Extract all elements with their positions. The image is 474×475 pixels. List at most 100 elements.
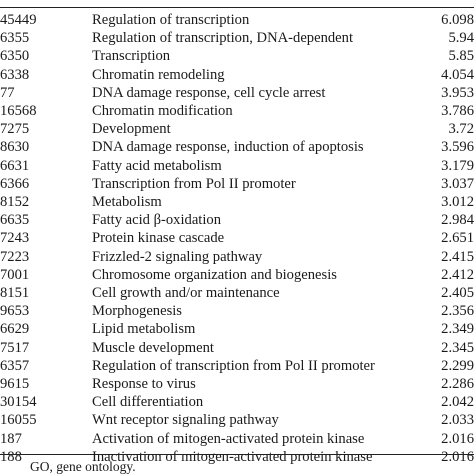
score-cell: 3.786	[441, 103, 474, 120]
go-term-cell: Muscle development	[92, 339, 214, 356]
go-id-cell: 6357	[0, 357, 30, 374]
table-row: 8151 Cell growth and/or maintenance 2.405	[0, 284, 474, 302]
go-id-cell: 6629	[0, 321, 30, 338]
table-row: 16568 Chromatin modification 3.786	[0, 102, 474, 120]
table-row: 7001 Chromosome organization and biogenes…	[0, 266, 474, 284]
table-row: 7223 Frizzled-2 signaling pathway 2.415	[0, 248, 474, 266]
go-id-cell: 30154	[0, 394, 37, 411]
go-id-cell: 16568	[0, 103, 37, 120]
go-table: 45449 Regulation of transcription 6.098 635…	[0, 11, 474, 466]
table-row: 8152 Metabolism 3.012	[0, 193, 474, 211]
table-row: 6631 Fatty acid metabolism 3.179	[0, 157, 474, 175]
table-row: 9615 Response to virus 2.286	[0, 375, 474, 393]
score-cell: 3.953	[441, 84, 474, 101]
go-id-cell: 8151	[0, 285, 30, 302]
table-row: 6629 Lipid metabolism 2.349	[0, 320, 474, 338]
go-term-cell: Response to virus	[92, 376, 196, 393]
table-row: 6338 Chromatin remodeling 4.054	[0, 66, 474, 84]
go-id-cell: 9653	[0, 303, 30, 320]
go-id-cell: 7223	[0, 248, 30, 265]
table-row: 16055 Wnt receptor signaling pathway 2.033	[0, 411, 474, 429]
table-row: 6355 Regulation of transcription, DNA-dep…	[0, 29, 474, 47]
table-row: 30154 Cell differentiation 2.042	[0, 393, 474, 411]
go-term-cell: Protein kinase cascade	[92, 230, 225, 247]
score-cell: 2.016	[441, 448, 474, 465]
table-row: 188 Inactivation of mitogen-activated pro…	[0, 448, 474, 466]
score-cell: 3.596	[441, 139, 474, 156]
go-id-cell: 7243	[0, 230, 30, 247]
score-cell: 2.415	[441, 248, 474, 265]
go-id-cell: 6338	[0, 66, 30, 83]
go-term-cell: Cell growth and/or maintenance	[92, 285, 280, 302]
go-term-cell: Transcription	[92, 48, 171, 65]
table-row: 6357 Regulation of transcription from Pol…	[0, 357, 474, 375]
go-term-cell: Regulation of transcription from Pol II …	[92, 357, 375, 374]
table-row: 9653 Morphogenesis 2.356	[0, 302, 474, 320]
go-id-cell: 7275	[0, 121, 30, 138]
score-cell: 6.098	[441, 12, 474, 28]
score-cell: 5.85	[448, 48, 474, 65]
score-cell: 3.037	[441, 175, 474, 192]
score-cell: 3.179	[441, 157, 474, 174]
score-cell: 2.356	[441, 303, 474, 320]
go-id-cell: 6631	[0, 157, 30, 174]
go-term-cell: Regulation of transcription, DNA-depende…	[92, 30, 353, 47]
table-row: 6366 Transcription from Pol II promoter 3.…	[0, 175, 474, 193]
table-row: 7517 Muscle development 2.345	[0, 339, 474, 357]
table-row: 7243 Protein kinase cascade 2.651	[0, 229, 474, 247]
go-id-cell: 6355	[0, 30, 30, 47]
table-row: 8630 DNA damage response, induction of ap…	[0, 138, 474, 156]
score-cell: 5.94	[448, 30, 474, 47]
score-cell: 2.299	[441, 357, 474, 374]
go-id-cell: 187	[0, 430, 22, 447]
go-term-cell: DNA damage response, induction of apopto…	[92, 139, 364, 156]
go-term-cell: Fatty acid metabolism	[92, 157, 222, 174]
go-term-cell: Wnt receptor signaling pathway	[92, 412, 279, 429]
go-term-cell: Morphogenesis	[92, 303, 182, 320]
go-term-cell: Activation of mitogen-activated protein …	[92, 430, 365, 447]
score-cell: 2.349	[441, 321, 474, 338]
table-row: 187 Activation of mitogen-activated prote…	[0, 430, 474, 448]
go-term-cell: Chromatin modification	[92, 103, 233, 120]
table-bottom-rule	[0, 454, 474, 455]
go-id-cell: 6366	[0, 175, 30, 192]
go-term-cell: Regulation of transcription	[92, 12, 250, 28]
score-cell: 2.033	[441, 412, 474, 429]
score-cell: 4.054	[441, 66, 474, 83]
score-cell: 2.412	[441, 266, 474, 283]
go-term-cell: Fatty acid β-oxidation	[92, 212, 222, 229]
go-term-cell: Chromosome organization and biogenesis	[92, 266, 337, 283]
go-id-cell: 188	[0, 448, 22, 465]
go-id-cell: 7001	[0, 266, 30, 283]
go-term-cell: Lipid metabolism	[92, 321, 196, 338]
score-cell: 3.72	[448, 121, 474, 138]
table-row: 6635 Fatty acid β-oxidation 2.984	[0, 211, 474, 229]
score-cell: 3.012	[441, 194, 474, 211]
go-term-cell: Development	[92, 121, 171, 138]
go-id-cell: 9615	[0, 376, 30, 393]
score-cell: 2.405	[441, 285, 474, 302]
go-term-cell: Frizzled-2 signaling pathway	[92, 248, 263, 265]
table-row: 6350 Transcription 5.85	[0, 47, 474, 65]
go-id-cell: 45449	[0, 12, 37, 28]
go-id-cell: 6350	[0, 48, 30, 65]
go-term-cell: DNA damage response, cell cycle arrest	[92, 84, 326, 101]
go-id-cell: 77	[0, 84, 15, 101]
table-body: 45449 Regulation of transcription 6.098 635…	[0, 11, 474, 466]
go-term-cell: Inactivation of mitogen-activated protei…	[92, 448, 373, 465]
table-footnote: GO, gene ontology.	[30, 459, 136, 474]
go-id-cell: 6635	[0, 212, 30, 229]
go-id-cell: 8630	[0, 139, 30, 156]
score-cell: 2.345	[441, 339, 474, 356]
score-cell: 2.651	[441, 230, 474, 247]
score-cell: 2.984	[441, 212, 474, 229]
table-row: 77 DNA damage response, cell cycle arrest…	[0, 84, 474, 102]
go-term-cell: Chromatin remodeling	[92, 66, 225, 83]
go-term-cell: Metabolism	[92, 194, 162, 211]
score-cell: 2.042	[441, 394, 474, 411]
table-row: 45449 Regulation of transcription 6.098	[0, 11, 474, 29]
go-id-cell: 16055	[0, 412, 37, 429]
score-cell: 2.286	[441, 376, 474, 393]
go-id-cell: 8152	[0, 194, 30, 211]
table-top-rule	[0, 7, 474, 8]
